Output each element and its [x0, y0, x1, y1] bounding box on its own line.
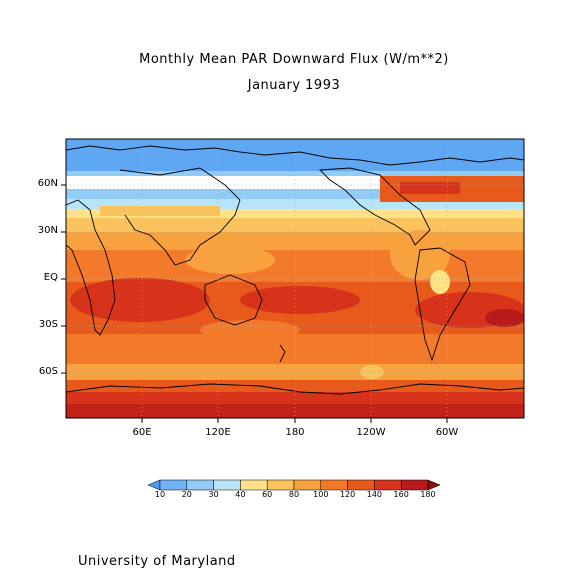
colorbar-swatch: [240, 479, 268, 491]
colorbar-swatch: [293, 479, 322, 491]
colorbar-level-label: 140: [366, 490, 383, 499]
lat-label-60s: 60S: [38, 366, 58, 377]
colorbar-level-label: 10: [154, 490, 166, 499]
lat-label-30n: 30N: [37, 225, 58, 236]
colorbar-swatch: [400, 479, 429, 491]
colorbar-swatch: [159, 479, 188, 491]
lon-label-180: 180: [285, 427, 305, 438]
colorbar-swatch: [266, 479, 295, 491]
colorbar-swatches: [159, 479, 429, 491]
lon-label-120w: 120W: [356, 427, 386, 438]
colorbar-level-label: 30: [208, 490, 219, 499]
colorbar-swatch: [186, 479, 214, 491]
colorbar-level-label: 60: [262, 490, 273, 499]
lon-label-60w: 60W: [435, 427, 459, 438]
colorbar-level-label: 180: [420, 490, 436, 499]
colorbar-swatch: [213, 479, 241, 491]
colorbar-level-label: 40: [235, 490, 246, 499]
lon-label-120e: 120E: [205, 427, 231, 438]
colorbar-swatch: [347, 479, 375, 491]
coastlines: [66, 145, 524, 395]
lat-label-30s: 30S: [38, 319, 58, 330]
colorbar-high-arrow: [427, 479, 441, 491]
colorbar-level-label: 160: [393, 490, 409, 499]
colorbar-level-label: 80: [288, 490, 300, 499]
map-subtitle: January 1993: [247, 78, 341, 93]
lon-label-60e: 60E: [132, 427, 152, 438]
colorbar: [147, 479, 441, 491]
colorbar-swatch: [374, 479, 402, 491]
axis-ticks: [61, 184, 448, 423]
colorbar-level-label: 20: [181, 490, 192, 499]
colorbar-level-label: 100: [313, 490, 329, 499]
graticule: [66, 139, 524, 418]
footer-credit: University of Maryland: [78, 554, 236, 569]
colorbar-level-label: 120: [339, 490, 356, 499]
lat-label-60n: 60N: [37, 178, 58, 189]
colorbar-swatch: [320, 479, 348, 491]
lat-label-eq: EQ: [43, 272, 58, 283]
colorbar-low-arrow: [147, 479, 161, 491]
flux-field: [66, 139, 524, 418]
map-title: Monthly Mean PAR Downward Flux (W/m**2): [139, 52, 449, 67]
